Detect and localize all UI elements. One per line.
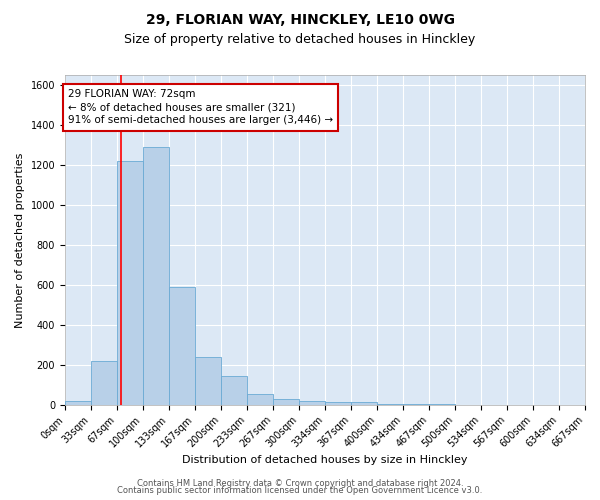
Bar — [91, 361, 117, 405]
Bar — [403, 404, 429, 405]
Bar — [65, 401, 91, 405]
Bar — [169, 287, 195, 405]
Bar — [273, 399, 299, 405]
Bar — [195, 357, 221, 405]
Bar — [247, 394, 273, 405]
Bar — [377, 404, 403, 405]
Text: Contains public sector information licensed under the Open Government Licence v3: Contains public sector information licen… — [118, 486, 482, 495]
Bar — [325, 402, 351, 405]
Bar — [299, 401, 325, 405]
Text: Size of property relative to detached houses in Hinckley: Size of property relative to detached ho… — [124, 32, 476, 46]
Bar — [351, 402, 377, 405]
X-axis label: Distribution of detached houses by size in Hinckley: Distribution of detached houses by size … — [182, 455, 468, 465]
Bar — [143, 147, 169, 405]
Bar — [117, 161, 143, 405]
Text: 29 FLORIAN WAY: 72sqm
← 8% of detached houses are smaller (321)
91% of semi-deta: 29 FLORIAN WAY: 72sqm ← 8% of detached h… — [68, 89, 333, 126]
Text: Contains HM Land Registry data © Crown copyright and database right 2024.: Contains HM Land Registry data © Crown c… — [137, 478, 463, 488]
Text: 29, FLORIAN WAY, HINCKLEY, LE10 0WG: 29, FLORIAN WAY, HINCKLEY, LE10 0WG — [146, 12, 455, 26]
Y-axis label: Number of detached properties: Number of detached properties — [15, 152, 25, 328]
Bar — [221, 376, 247, 405]
